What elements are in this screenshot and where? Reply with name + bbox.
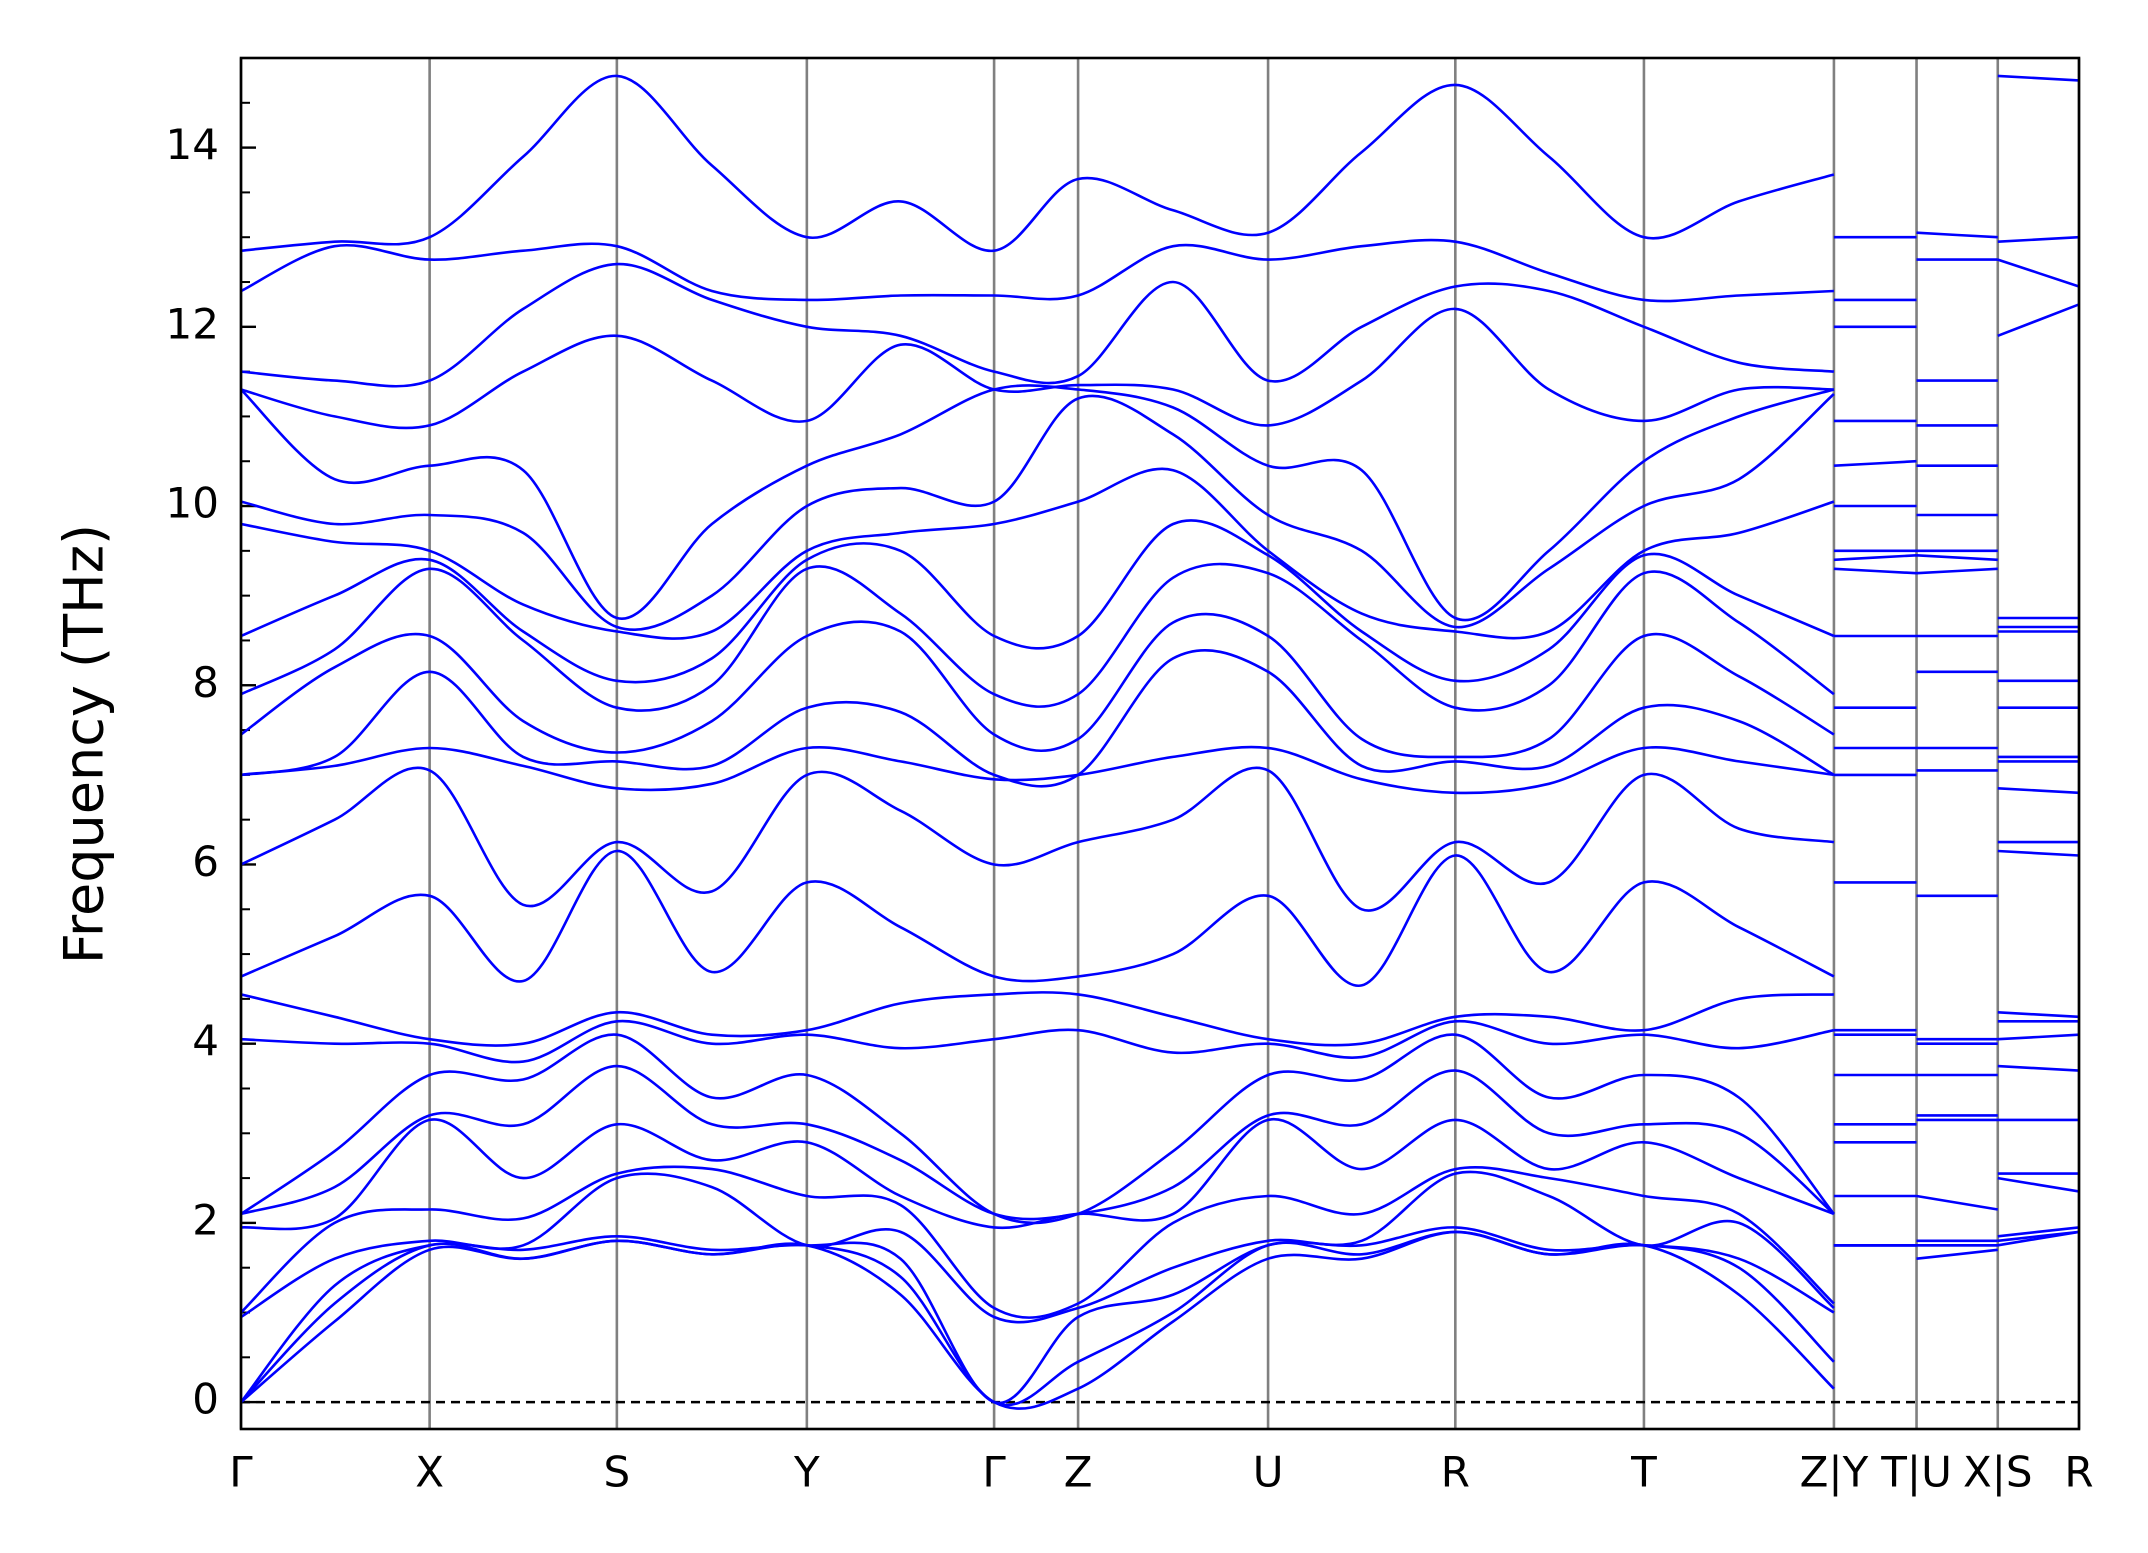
band-line	[241, 766, 2079, 912]
y-tick-label: 14	[166, 120, 219, 169]
y-tick-label: 0	[192, 1375, 219, 1424]
band-line	[241, 991, 2079, 1047]
y-tick-label: 12	[166, 299, 219, 348]
plot-frame	[239, 56, 2081, 1431]
band-line	[241, 1019, 2079, 1064]
x-tick-label: Γ	[982, 1448, 1006, 1497]
band-line	[241, 303, 2079, 430]
band-line	[241, 74, 2079, 253]
band-line	[241, 384, 2079, 622]
x-tick-label: X	[415, 1448, 444, 1497]
x-tick-label: U	[1253, 1448, 1284, 1497]
band-line	[241, 745, 2079, 795]
y-axis-label: Frequency (THz)	[53, 524, 116, 964]
band-line	[241, 258, 2079, 388]
band-line	[241, 393, 2079, 632]
y-tick-label: 6	[192, 837, 219, 886]
band-line	[241, 612, 2079, 759]
y-tick-label: 10	[166, 479, 219, 528]
x-tick-label: Γ	[229, 1448, 253, 1497]
x-tick-label: T|U	[1880, 1448, 1952, 1497]
band-line	[241, 562, 2079, 712]
band-line	[241, 1064, 2079, 1221]
band-line	[241, 649, 2079, 788]
band-line	[241, 1165, 2079, 1319]
x-tick-label: Y	[793, 1448, 820, 1497]
x-tick-label: Z	[1064, 1448, 1093, 1497]
band-line	[241, 1226, 2079, 1405]
band-line	[241, 849, 2079, 987]
band-line	[241, 1170, 2079, 1324]
x-tick-label: R	[2064, 1448, 2093, 1497]
band-line	[241, 1033, 2079, 1225]
y-tick-label: 8	[192, 658, 219, 707]
y-tick-label: 4	[192, 1016, 219, 1065]
band-line	[241, 519, 2079, 684]
x-tick-label: Z|Y	[1800, 1448, 1869, 1497]
x-tick-label: S	[604, 1448, 631, 1497]
band-line	[241, 467, 2079, 640]
y-tick-label: 2	[192, 1195, 219, 1244]
band-line	[241, 1230, 2079, 1407]
x-tick-label: X|S	[1963, 1448, 2033, 1497]
band-line	[241, 235, 2079, 303]
x-tick-label: T	[1630, 1448, 1657, 1497]
x-tick-label: R	[1441, 1448, 1470, 1497]
